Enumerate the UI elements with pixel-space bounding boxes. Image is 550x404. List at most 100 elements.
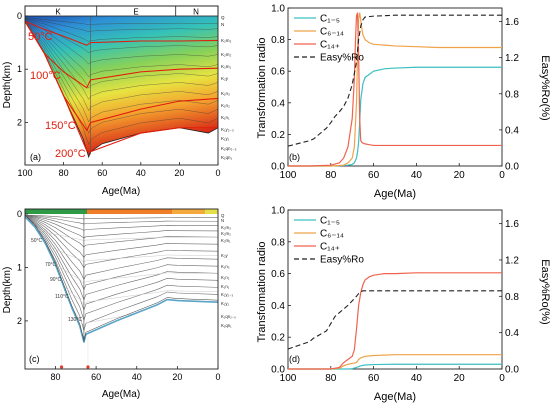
formation-label-c: Q (221, 213, 225, 218)
formation-label-a: K₂m₃ (221, 38, 231, 43)
x-tick-label-a: 100 (17, 168, 32, 178)
series-line (288, 354, 502, 370)
x-tick-label: 60 (368, 170, 380, 181)
isotherm-line-a (25, 21, 218, 153)
x-tick-label-a: 80 (59, 168, 69, 178)
panel-a-tag: (a) (30, 152, 41, 162)
series-line (287, 14, 502, 147)
x-tick-label: 0 (499, 373, 505, 384)
x-tick-label: 0 (499, 170, 505, 181)
formation-label-a: K₁qn₂₋₃ (221, 146, 237, 151)
panel-c: 80 60 40 20 0 0 1 2 (c) 50°C 70°C 90°C 110°C 13… (2, 208, 236, 400)
x-tick-label-a: 0 (215, 168, 220, 178)
panel-b-ylabel: Transformation radio (256, 37, 268, 138)
y-tick-label-c: 2 (17, 316, 22, 326)
x-tick-label: 100 (280, 373, 297, 384)
legend-label: Easy%Ro (320, 255, 364, 266)
panel-b-xlabel: Age(Ma) (374, 188, 416, 200)
legend-label: C₁₄₊ (320, 242, 340, 253)
y-tick-label: 0.0 (271, 162, 285, 173)
formation-label-c: K₂m₂ (221, 231, 231, 236)
y-tick-label: 0.4 (271, 98, 285, 109)
panel-d-y2label: Easy%Ro(%) (539, 259, 550, 324)
legend-label: Easy%Ro (320, 53, 364, 64)
y2-tick-label: 0.8 (505, 89, 519, 100)
basement-line-c (25, 216, 218, 343)
isotherm-150-label: 150°C (45, 120, 76, 132)
y2-tick-label: 0.0 (505, 162, 519, 173)
legend-label: C₆₋₁₄ (320, 229, 344, 240)
formation-label-c: N (221, 218, 224, 223)
period-k-label: K (55, 8, 61, 17)
isotherm-100-label: 100°C (30, 70, 61, 82)
y2-tick-label: 0.4 (505, 328, 519, 339)
formation-label-c: K₁y₁ (221, 301, 229, 306)
isotherm-line-a (25, 20, 218, 46)
y-tick-label: 1.0 (271, 206, 285, 217)
y2-tick-label: 1.6 (505, 17, 519, 28)
marker-dot-c (86, 365, 90, 369)
y-tick-label: 0.6 (271, 67, 285, 78)
panel-d-ylabel: Transformation radio (256, 241, 268, 342)
isotherm-c-130-label: 130°C (68, 317, 82, 323)
formation-label-c: K₁qn₁ (221, 323, 232, 328)
x-tick-label-c: 80 (50, 372, 60, 382)
formation-boundary-c (25, 216, 218, 280)
formation-label-c: K₁n₁ (221, 284, 230, 289)
formation-label-a: K₂m₁ (221, 64, 231, 69)
plot-frame (287, 209, 503, 370)
panel-c-tag: (c) (29, 354, 40, 364)
legend-label: C₁₄₊ (320, 40, 340, 51)
series-line (288, 363, 502, 370)
panel-d-tag: (d) (289, 354, 300, 364)
panel-a-ylabel: Depth(km) (2, 62, 13, 109)
x-tick-label: 20 (454, 373, 466, 384)
panel-d-xlabel: Age(Ma) (374, 391, 416, 403)
formation-label-a: K₁y₂₋₃ (221, 127, 234, 132)
panel-a: K E N 100 80 60 40 20 0 0 1 2 (a) 50°C 100°C 150… (2, 5, 237, 197)
formation-label-a: K₁n₃ (221, 91, 230, 96)
formation-label-a: K₂m₂ (221, 52, 231, 57)
isotherm-c-90-label: 90°C (50, 277, 62, 283)
formation-label-c: K₂y (221, 253, 229, 258)
legend-label: C₁₋₅ (320, 14, 340, 25)
isotherm-200-label: 200°C (55, 148, 86, 160)
formation-label-a: K₁qn₁ (221, 155, 233, 160)
series-line (288, 12, 502, 167)
formation-label-a: K₂y (221, 76, 229, 81)
y-tick-label-a: 2 (17, 117, 22, 127)
y2-tick-label: 1.2 (505, 255, 519, 266)
y-tick-label-c: 1 (17, 262, 22, 272)
isotherm-c-70-label: 70°C (45, 262, 57, 268)
isotherm-line-a (25, 21, 218, 89)
x-tick-label: 100 (280, 170, 297, 181)
y2-tick-label: 0.4 (505, 125, 519, 136)
y-tick-label: 0.2 (271, 333, 285, 344)
isotherm-c-50-label: 50°C (31, 238, 43, 244)
y-tick-label: 0.4 (271, 301, 285, 312)
formation-label-c: K₁qn₂₋₃ (221, 314, 236, 319)
isotherm-50-label: 50°C (28, 31, 53, 43)
y2-tick-label: 0.0 (505, 365, 519, 376)
panel-b-tag: (b) (289, 152, 300, 162)
x-tick-label-a: 60 (97, 168, 107, 178)
y-tick-label: 1.0 (271, 4, 285, 15)
y-tick-label: 0.8 (271, 35, 285, 46)
legend-label: C₆₋₁₄ (320, 27, 344, 38)
formation-label-c: K₂m₃ (221, 225, 231, 230)
formation-label-a: Q (221, 15, 225, 20)
x-tick-label: 40 (411, 373, 423, 384)
maturity-fill (25, 16, 218, 158)
isotherm-c-110-label: 110°C (55, 294, 69, 300)
formation-label-c: K₁n₃ (221, 264, 230, 269)
isotherm-line-c (25, 216, 218, 327)
y2-tick-label: 1.6 (505, 219, 519, 230)
y-tick-label-a: 0 (17, 11, 22, 21)
x-tick-label-c: 20 (172, 372, 182, 382)
x-tick-label: 80 (325, 373, 337, 384)
series-line (287, 290, 502, 350)
x-tick-label: 60 (368, 373, 380, 384)
formation-label-a: K₁y₁ (221, 136, 230, 141)
panel-b-y2label: Easy%Ro(%) (539, 55, 550, 120)
